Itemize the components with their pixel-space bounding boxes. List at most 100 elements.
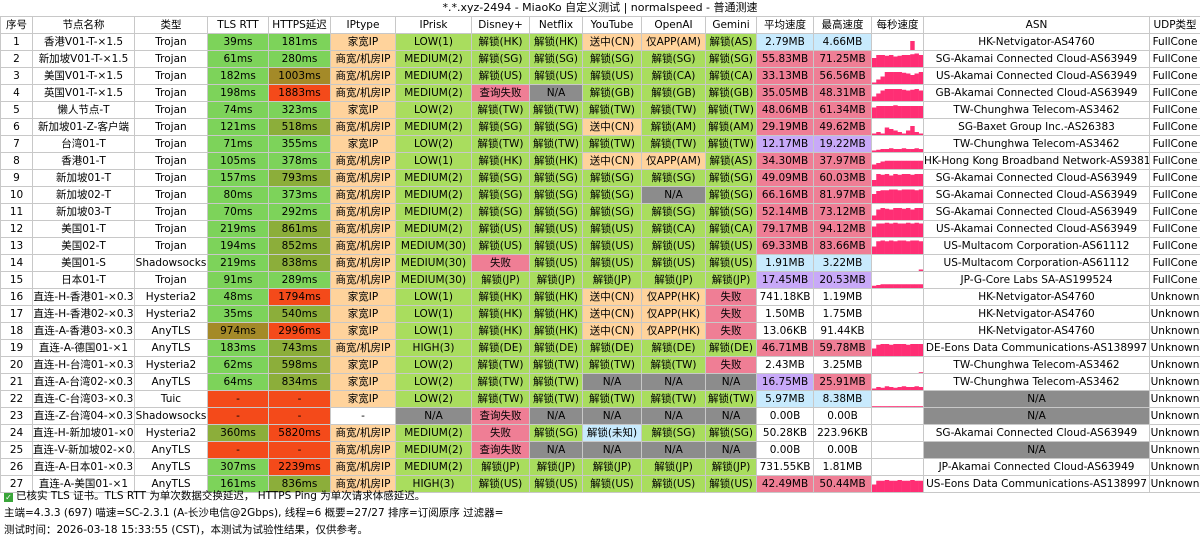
tls-rtt: 74ms [207, 101, 269, 119]
row-index: 12 [0, 220, 33, 238]
column-header[interactable]: Netflix [529, 16, 583, 34]
speed-sparkline [871, 135, 924, 153]
sparkline-bar [901, 72, 907, 84]
speed-sparkline-chart [872, 189, 923, 203]
table-row[interactable]: 7 台湾01-T Trojan 71ms 355ms 家宽IP LOW(2) 解锁(TW) 解锁… [0, 135, 1200, 153]
sparkline-bar [893, 207, 898, 220]
column-header[interactable]: 平均速度 [756, 16, 814, 34]
column-header[interactable]: OpenAI [641, 16, 706, 34]
tls-rtt: 80ms [207, 186, 269, 204]
openai-status: 解锁(CA) [641, 67, 706, 85]
sparkline-bar [918, 240, 923, 254]
column-header[interactable]: YouTube [582, 16, 642, 34]
sparkline-bar [884, 385, 890, 390]
ip-type: 商宽/机房IP [330, 67, 396, 85]
table-row[interactable]: 3 美国V01-T-×1.5 Trojan 182ms 1003ms 商宽/机房IP MED… [0, 67, 1200, 85]
table-row[interactable]: 17 直连-H-香港02-×0.3 Hysteria2 35ms 540ms 家宽IP LO… [0, 305, 1200, 323]
sparkline-bar [901, 189, 907, 203]
asn: SG-Akamai Connected Cloud-AS63949 [923, 424, 1150, 442]
youtube-status: N/A [582, 407, 642, 425]
table-row[interactable]: 2 新加坡V01-T-×1.5 Trojan 61ms 280ms 商宽/机房IP MEDI… [0, 50, 1200, 68]
table-row[interactable]: 24 直连-H-新加坡01-×0.3 Hysteria2 360ms 5820ms 商宽/… [0, 424, 1200, 442]
table-row[interactable]: 18 直连-A-香港03-×0.3 AnyTLS 974ms 2996ms 家宽IP LOW… [0, 322, 1200, 340]
table-row[interactable]: 11 新加坡03-T Trojan 70ms 292ms 商宽/机房IP MEDIUM(2)… [0, 203, 1200, 221]
table-row[interactable]: 26 直连-A-日本01-×0.3 AnyTLS 307ms 2239ms 商宽/机房IP… [0, 458, 1200, 476]
https-latency: 2996ms [268, 322, 331, 340]
sparkline-bar [872, 484, 877, 492]
netflix-status: 解锁(HK) [529, 305, 583, 323]
ip-risk: LOW(2) [395, 135, 472, 153]
youtube-status: 解锁(US) [582, 67, 642, 85]
column-header[interactable]: HTTPS延迟 [268, 16, 331, 34]
row-index: 5 [0, 101, 33, 119]
sparkline-bar [901, 240, 907, 254]
table-row[interactable]: 8 香港01-T Trojan 105ms 378ms 商宽/机房IP LOW(1) 解锁(H… [0, 152, 1200, 170]
youtube-status: N/A [582, 441, 642, 459]
netflix-status: 解锁(US) [529, 237, 583, 255]
table-row[interactable]: 21 直连-A-台湾02-×0.3 AnyTLS 64ms 834ms 家宽IP LOW(2… [0, 373, 1200, 391]
sparkline-bar [880, 343, 885, 356]
table-row[interactable]: 16 直连-H-香港01-×0.3 Hysteria2 48ms 1794ms 家宽IP L… [0, 288, 1200, 306]
https-latency: 838ms [268, 254, 331, 272]
sparkline-bar [880, 76, 885, 84]
column-header[interactable]: ASN [923, 16, 1150, 34]
asn: JP-Akamai Connected Cloud-AS63949 [923, 458, 1150, 476]
row-index: 11 [0, 203, 33, 221]
table-row[interactable]: 14 美国01-S Shadowsocks 219ms 838ms 商宽/机房IP MEDI… [0, 254, 1200, 272]
footer-params: 主端=4.3.3 (697) 喵速=SC-2.3.1 (A-长沙电信@2Gbps… [4, 507, 504, 519]
column-header[interactable]: UDP类型 [1149, 16, 1200, 34]
column-header[interactable]: Gemini [705, 16, 757, 34]
column-header[interactable]: 每秒速度 [871, 16, 924, 34]
sparkline-bar [888, 147, 894, 152]
udp-type: FullCone [1149, 33, 1200, 51]
table-row[interactable]: 1 香港V01-T-×1.5 Trojan 39ms 181ms 家宽IP LOW(1) 解锁… [0, 33, 1200, 51]
openai-status: 解锁(GB) [641, 84, 706, 102]
column-header[interactable]: 最高速度 [813, 16, 872, 34]
table-row[interactable]: 12 美国01-T Trojan 219ms 861ms 商宽/机房IP MEDIUM(2)… [0, 220, 1200, 238]
table-row[interactable]: 13 美国02-T Trojan 194ms 852ms 商宽/机房IP MEDIUM(30… [0, 237, 1200, 255]
tls-rtt: 64ms [207, 373, 269, 391]
column-header[interactable]: 类型 [134, 16, 208, 34]
avg-speed: 2.79MB [756, 33, 814, 51]
table-row[interactable]: 20 直连-H-台湾01-×0.3 Hysteria2 62ms 598ms 家宽IP LO… [0, 356, 1200, 374]
table-row[interactable]: 4 英国V01-T-×1.5 Trojan 198ms 1883ms 商宽/机房IP MED… [0, 84, 1200, 102]
table-row[interactable]: 10 新加坡02-T Trojan 80ms 373ms 商宽/机房IP MEDIUM(2)… [0, 186, 1200, 204]
table-row[interactable]: 25 直连-V-新加坡02-×0.3 AnyTLS - - 商宽/机房IP MEDIUM(2… [0, 441, 1200, 459]
column-header[interactable]: 序号 [0, 16, 33, 34]
column-header[interactable]: Disney+ [471, 16, 530, 34]
node-name: 台湾01-T [32, 135, 135, 153]
table-row[interactable]: 15 日本01-T Trojan 91ms 289ms 商宽/机房IP MEDIUM(30)… [0, 271, 1200, 289]
asn: SG-Akamai Connected Cloud-AS63949 [923, 169, 1150, 187]
node-name: 美国02-T [32, 237, 135, 255]
avg-speed: 55.83MB [756, 50, 814, 68]
table-row[interactable]: 27 直连-A-美国01-×1 AnyTLS 161ms 836ms 商宽/机房IP HIG… [0, 475, 1200, 493]
youtube-status: 解锁(TW) [582, 101, 642, 119]
row-index: 21 [0, 373, 33, 391]
protocol-type: Trojan [134, 118, 208, 136]
udp-type: FullCone [1149, 67, 1200, 85]
disney-status: 查询失败 [471, 441, 530, 459]
table-row[interactable]: 23 直连-Z-台湾04-×0.3 Shadowsocks - - - N/A 查询失败 N/A… [0, 407, 1200, 425]
protocol-type: Hysteria2 [134, 288, 208, 306]
row-index: 23 [0, 407, 33, 425]
column-header[interactable]: TLS RTT [207, 16, 269, 34]
ip-type: 家宽IP [330, 356, 396, 374]
column-header[interactable]: IPrisk [395, 16, 472, 34]
check-icon: ✓ [4, 493, 13, 502]
disney-status: 失败 [471, 424, 530, 442]
udp-type: Unknown [1149, 424, 1200, 442]
ip-type: 商宽/机房IP [330, 152, 396, 170]
column-header[interactable]: IPtype [330, 16, 396, 34]
netflix-status: N/A [529, 407, 583, 425]
table-row[interactable]: 6 新加坡01-Z-客户端 Trojan 121ms 518ms 商宽/机房IP MEDIU… [0, 118, 1200, 136]
column-header[interactable]: 节点名称 [32, 16, 135, 34]
table-row[interactable]: 5 懒人节点-T Trojan 74ms 323ms 家宽IP LOW(2) 解锁(TW) 解锁… [0, 101, 1200, 119]
table-row[interactable]: 19 直连-A-德国01-×1 AnyTLS 183ms 743ms 商宽/机房IP HIG… [0, 339, 1200, 357]
table-row[interactable]: 22 直连-C-台湾03-×0.3 Tuic - - 家宽IP LOW(2) 解锁(TW) 解锁… [0, 390, 1200, 408]
tls-rtt: - [207, 441, 269, 459]
tls-rtt: 219ms [207, 220, 269, 238]
table-row[interactable]: 9 新加坡01-T Trojan 157ms 793ms 商宽/机房IP MEDIUM(2)… [0, 169, 1200, 187]
tls-rtt: 157ms [207, 169, 269, 187]
disney-status: 解锁(TW) [471, 390, 530, 408]
speed-sparkline [871, 118, 924, 136]
